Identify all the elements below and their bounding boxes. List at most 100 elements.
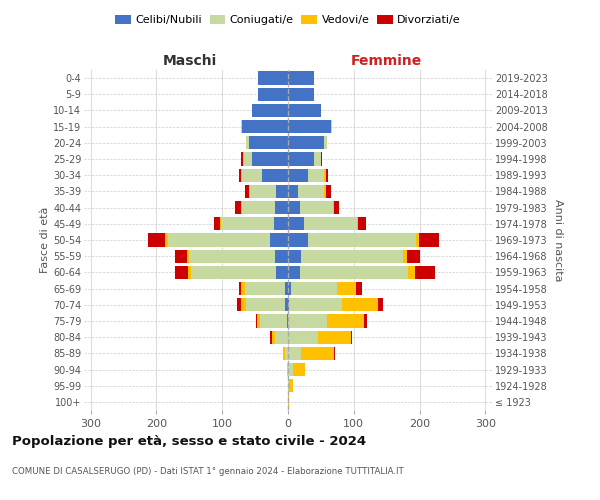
Bar (288, 88, 314, 101)
Bar (241, 120, 242, 134)
Bar (364, 314, 367, 328)
Text: Popolazione per età, sesso e stato civile - 2024: Popolazione per età, sesso e stato civil… (12, 435, 366, 448)
Bar (342, 298, 378, 312)
Bar (242, 152, 244, 166)
Bar (288, 298, 289, 312)
Bar (290, 282, 337, 295)
Bar (239, 282, 241, 295)
Bar (326, 185, 331, 198)
Bar (235, 201, 241, 214)
Bar (300, 201, 333, 214)
Bar (293, 363, 305, 376)
Bar (317, 330, 350, 344)
Bar (272, 330, 275, 344)
Bar (220, 217, 221, 230)
Bar (245, 185, 248, 198)
Bar (289, 298, 342, 312)
Bar (187, 250, 189, 263)
Bar (221, 217, 274, 230)
Bar (276, 185, 288, 198)
Bar (358, 217, 367, 230)
Bar (324, 168, 326, 182)
Bar (288, 266, 300, 279)
Bar (270, 330, 272, 344)
Bar (407, 250, 420, 263)
Bar (244, 152, 252, 166)
Bar (326, 168, 328, 182)
Bar (301, 346, 334, 360)
Bar (301, 250, 403, 263)
Bar (334, 346, 335, 360)
Bar (288, 282, 290, 295)
Bar (333, 201, 334, 214)
Text: Femmine: Femmine (350, 54, 422, 68)
Bar (288, 152, 314, 166)
Bar (246, 136, 248, 149)
Text: Maschi: Maschi (163, 54, 217, 68)
Bar (175, 250, 187, 263)
Bar (288, 396, 289, 408)
Bar (415, 266, 435, 279)
Bar (288, 363, 293, 376)
Bar (288, 346, 301, 360)
Bar (350, 330, 352, 344)
Bar (288, 250, 301, 263)
Bar (241, 298, 246, 312)
Legend: Celibi/Nubili, Coniugati/e, Vedovi/e, Divorziati/e: Celibi/Nubili, Coniugati/e, Vedovi/e, Di… (111, 10, 465, 30)
Bar (242, 201, 275, 214)
Bar (241, 168, 242, 182)
Bar (298, 185, 324, 198)
Bar (285, 346, 288, 360)
Bar (260, 314, 287, 328)
Bar (288, 234, 308, 246)
Bar (252, 104, 288, 117)
Bar (324, 136, 327, 149)
Bar (288, 314, 328, 328)
Bar (300, 266, 409, 279)
Bar (288, 72, 314, 85)
Bar (287, 314, 288, 328)
Bar (378, 298, 383, 312)
Bar (167, 234, 269, 246)
Y-axis label: Fasce di età: Fasce di età (40, 207, 50, 273)
Bar (257, 314, 260, 328)
Bar (337, 282, 356, 295)
Bar (356, 282, 362, 295)
Bar (288, 168, 308, 182)
Bar (241, 201, 242, 214)
Bar (308, 234, 416, 246)
Bar (286, 298, 288, 312)
Bar (328, 314, 364, 328)
Bar (289, 379, 293, 392)
Bar (242, 120, 288, 134)
Bar (175, 266, 188, 279)
Bar (288, 185, 298, 198)
Bar (285, 282, 288, 295)
Bar (288, 136, 324, 149)
Bar (288, 217, 304, 230)
Bar (148, 234, 165, 246)
Bar (214, 217, 220, 230)
Bar (288, 379, 289, 392)
Bar (241, 152, 242, 166)
Bar (288, 104, 321, 117)
Bar (269, 234, 288, 246)
Bar (416, 234, 419, 246)
Bar (250, 185, 276, 198)
Bar (248, 136, 288, 149)
Bar (288, 330, 317, 344)
Bar (357, 217, 358, 230)
Bar (419, 234, 439, 246)
Bar (275, 201, 288, 214)
Bar (314, 152, 321, 166)
Bar (262, 168, 288, 182)
Bar (165, 234, 167, 246)
Bar (259, 88, 288, 101)
Bar (275, 250, 288, 263)
Bar (245, 282, 285, 295)
Bar (331, 120, 332, 134)
Bar (238, 298, 241, 312)
Bar (324, 185, 326, 198)
Bar (239, 168, 241, 182)
Bar (334, 201, 340, 214)
